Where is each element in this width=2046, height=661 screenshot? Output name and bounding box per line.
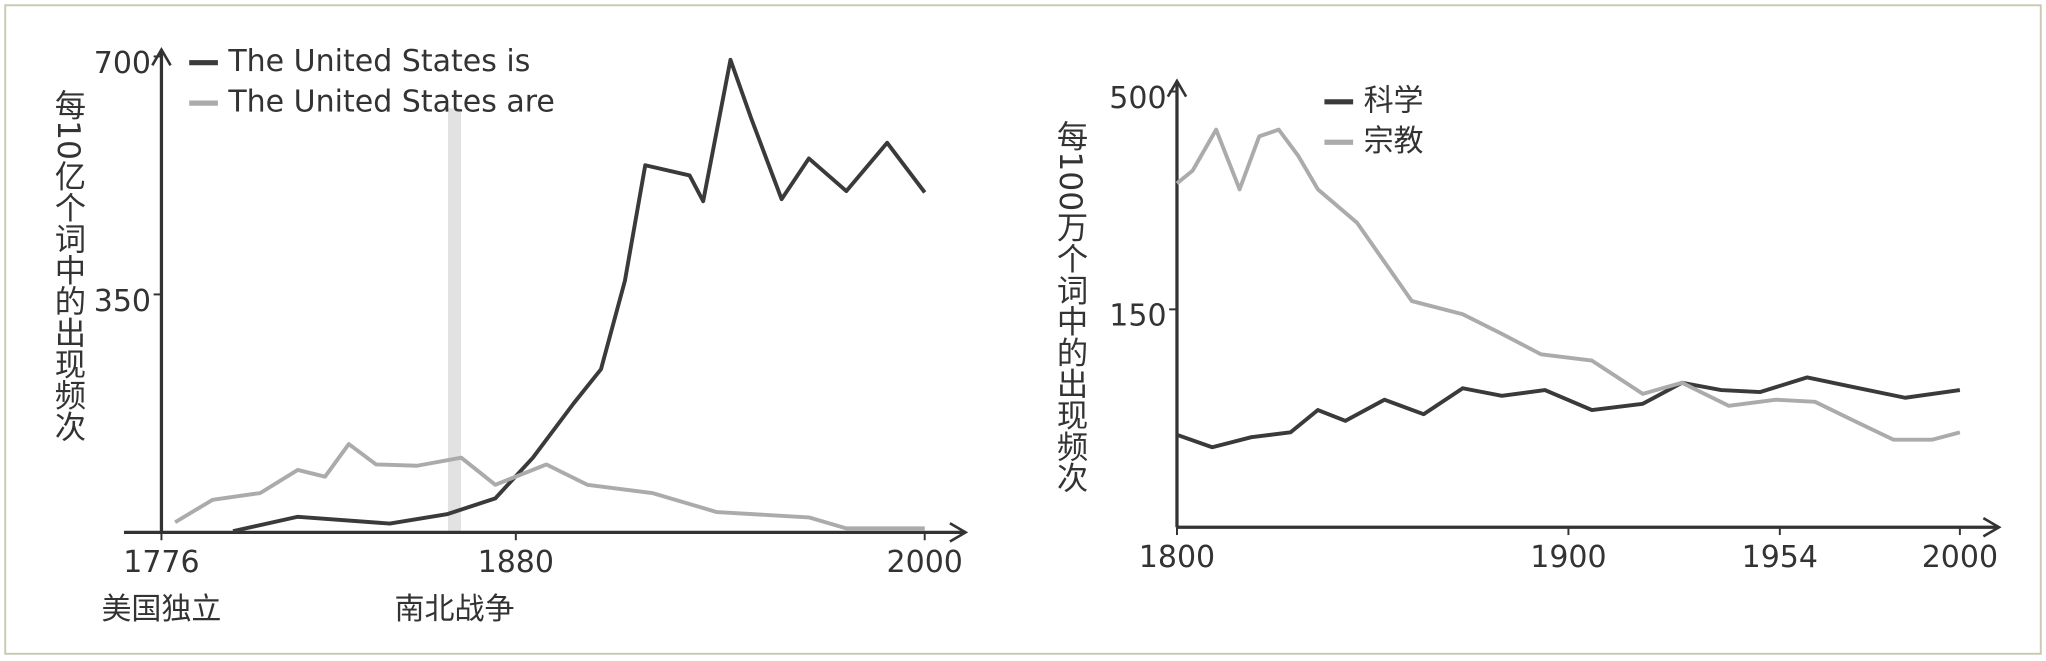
y-tick-label: 150 bbox=[1109, 299, 1166, 334]
line-series bbox=[1175, 127, 1961, 442]
annotation: 南北战争 bbox=[394, 592, 514, 627]
x-tick-label: 1954 bbox=[1742, 540, 1818, 575]
x-tick-label: 1900 bbox=[1530, 540, 1606, 575]
y-tick-label: 500 bbox=[1109, 81, 1166, 116]
y-axis-label: 每100万个词中的出现频次 bbox=[1052, 120, 1088, 494]
y-axis-label: 每10亿个词中的出现频次 bbox=[50, 88, 86, 442]
x-tick-label: 1800 bbox=[1139, 540, 1215, 575]
y-axis-arrow bbox=[151, 47, 172, 66]
y-tick-label: 700 bbox=[94, 46, 151, 81]
line-series bbox=[174, 442, 925, 531]
x-tick-label: 2000 bbox=[1922, 540, 1998, 575]
legend-label: The United States are bbox=[227, 85, 555, 120]
x-tick-label: 1776 bbox=[123, 545, 199, 580]
legend-label: 科学 bbox=[1364, 83, 1424, 118]
legend-label: 宗教 bbox=[1364, 124, 1424, 159]
event-band bbox=[447, 108, 462, 533]
x-axis-arrow bbox=[1982, 516, 2002, 538]
line-series bbox=[1176, 375, 1961, 450]
x-axis-arrow bbox=[949, 522, 969, 543]
frame bbox=[4, 4, 2042, 655]
x-tick-label: 1880 bbox=[478, 545, 554, 580]
legend-label: The United States is bbox=[227, 44, 530, 79]
y-tick-label: 350 bbox=[94, 284, 151, 319]
x-tick-label: 2000 bbox=[887, 545, 963, 580]
line-series bbox=[232, 57, 927, 534]
annotation: 美国独立 bbox=[101, 592, 221, 627]
